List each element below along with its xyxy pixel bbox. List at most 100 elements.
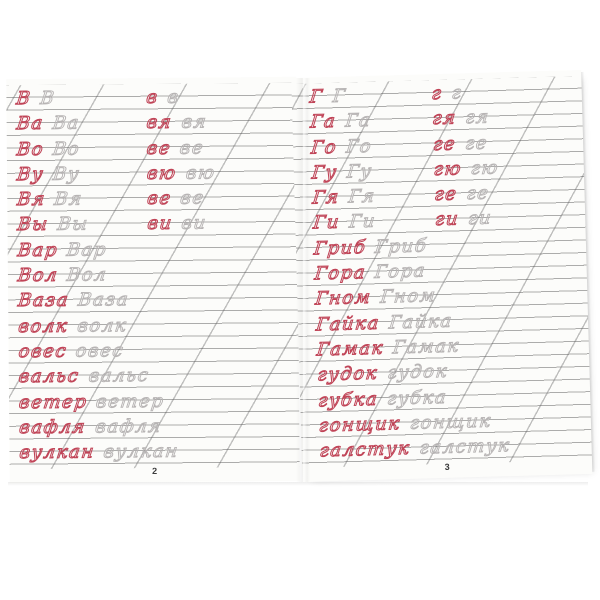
model-word-red: Вол [16, 264, 60, 287]
practice-row: Вы Вы ви ви [16, 210, 295, 238]
syllable-pair-side: ге ге [433, 181, 491, 208]
model-syllable-red: вя [145, 112, 174, 134]
word-pair-main: Гу Гу [310, 159, 374, 186]
traced-word-gray: Гу [345, 160, 374, 183]
model-syllable-red: гя [431, 107, 459, 130]
word-pair-main: Гя Гя [311, 184, 377, 211]
word-pair-main: губка губка [317, 384, 449, 413]
model-word-red: овес [17, 340, 69, 363]
model-word-red: губка [317, 388, 380, 412]
word-pair-main: вальс вальс [17, 363, 151, 389]
word-pair-main: Ваза Ваза [16, 288, 131, 314]
syllable-pair-side: вю вю [145, 160, 217, 186]
word-pair-main: вафля вафля [17, 414, 164, 441]
traced-word-gray: Га [344, 110, 373, 133]
traced-word-gray: Гном [379, 285, 438, 309]
traced-syllable-gray: ге [465, 182, 491, 205]
traced-word-gray: волк [76, 314, 130, 337]
syllable-pair-side: ве ве [145, 135, 206, 161]
model-syllable-red: ве [145, 137, 173, 159]
word-pair-main: Вар Вар [16, 237, 109, 263]
model-word-red: Вя [15, 189, 48, 211]
traced-word-gray: гудок [385, 361, 449, 385]
syllable-pair-side: гю гю [432, 155, 501, 182]
model-word-red: Вы [16, 214, 51, 236]
model-word-red: Ву [15, 163, 46, 186]
model-word-red: Гя [311, 186, 341, 209]
traced-syllable-gray: ги [467, 207, 494, 231]
traced-word-gray: Вол [65, 264, 110, 286]
practice-row: вальс вальс [17, 362, 297, 390]
traced-syllable-gray: вя [179, 111, 209, 134]
word-pair-main: Го Го [310, 133, 374, 160]
model-word-red: ветер [17, 391, 89, 414]
model-word-red: Гайка [314, 312, 382, 336]
word-pair-main: Вя Вя [15, 187, 84, 213]
practice-row: Вар Вар [16, 236, 296, 264]
syllable-pair-side: ве ве [145, 186, 206, 212]
model-word-red: Га [309, 111, 338, 134]
traced-word-gray: Г [331, 85, 348, 107]
spread-bottom-shadow [8, 482, 588, 486]
traced-word-gray: Вы [56, 214, 91, 236]
traced-syllable-gray: гя [464, 106, 492, 129]
model-word-red: волк [17, 315, 71, 338]
model-syllable-red: ви [146, 213, 175, 235]
model-word-red: вафля [17, 416, 88, 439]
word-pair-main: Ги Ги [312, 209, 378, 236]
word-pair-main: Гном Гном [314, 284, 438, 313]
page-number-left: 2 [152, 465, 158, 477]
model-word-red: Гном [314, 287, 373, 311]
model-word-red: Г [308, 86, 325, 109]
model-word-red: галстук [318, 438, 412, 463]
word-pair-main: Вы Вы [16, 212, 91, 238]
practice-row: Во Во ве ве [15, 134, 295, 162]
model-word-red: Ва [15, 113, 46, 135]
model-word-red: Во [15, 138, 46, 160]
traced-word-gray: Ги [347, 211, 377, 234]
traced-word-gray: вафля [93, 415, 164, 438]
model-syllable-red: гю [432, 158, 464, 181]
syllable-pair-side: гя гя [431, 105, 492, 132]
word-pair-main: Гора Гора [313, 258, 428, 286]
word-pair-main: овес овес [17, 338, 127, 364]
traced-word-gray: губка [386, 386, 449, 410]
traced-word-gray: галстук [418, 435, 512, 460]
model-syllable-red: ге [431, 133, 458, 156]
word-pair-main: ветер ветер [17, 388, 167, 415]
model-word-red: Гу [310, 161, 339, 184]
syllable-pair-side: ги ги [434, 206, 494, 233]
model-syllable-red: ве [145, 187, 174, 210]
practice-row: вулкан вулкан [18, 438, 297, 466]
traced-word-gray: вальс [87, 365, 151, 388]
word-pair-main: волк волк [17, 313, 130, 339]
model-syllable-red: г [430, 82, 444, 105]
traced-word-gray: Вар [65, 239, 109, 261]
traced-word-gray: гонщик [408, 410, 493, 434]
traced-syllable-gray: в [166, 86, 182, 108]
model-word-red: В [15, 88, 34, 110]
syllable-pair-side: ге ге [431, 130, 490, 157]
model-word-red: Го [310, 136, 339, 159]
model-word-red: Ваза [16, 290, 71, 313]
model-word-red: Гамак [315, 337, 386, 361]
practice-row: Ву Ву вю вю [15, 160, 295, 188]
traced-syllable-gray: ве [178, 137, 206, 159]
model-word-red: Вар [16, 239, 60, 261]
word-pair-main: Га Га [309, 108, 373, 135]
model-word-red: вулкан [18, 441, 97, 464]
traced-syllable-gray: ге [463, 132, 490, 155]
traced-word-gray: Во [51, 138, 82, 160]
traced-syllable-gray: гю [469, 157, 501, 180]
model-word-red: Гора [313, 262, 368, 286]
traced-syllable-gray: вю [184, 162, 217, 184]
traced-word-gray: Гя [347, 185, 377, 208]
traced-word-gray: Гриб [374, 235, 430, 258]
traced-syllable-gray: г [450, 82, 464, 104]
